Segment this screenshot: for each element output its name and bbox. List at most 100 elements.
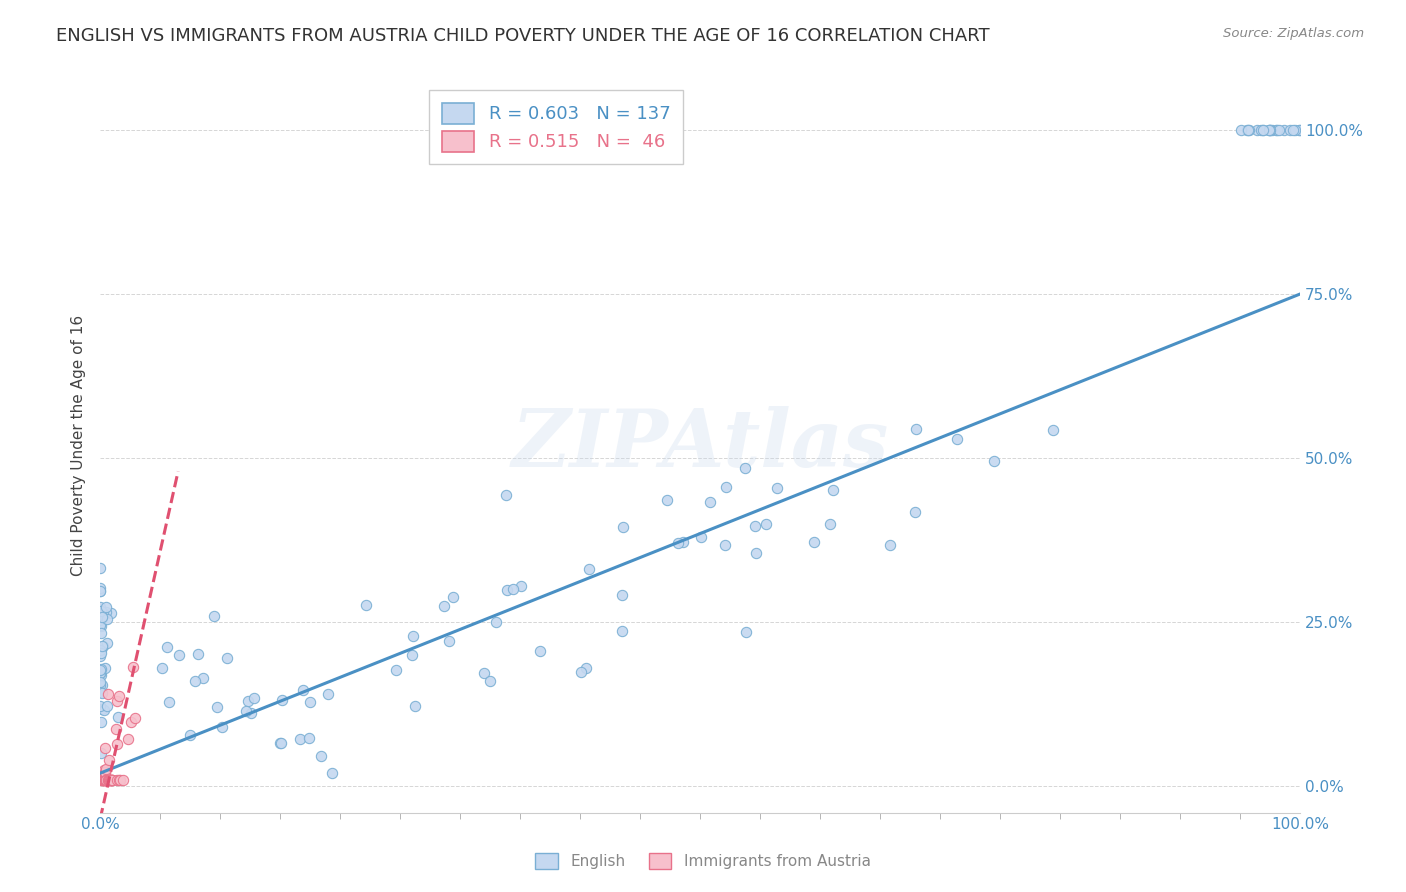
- Point: [235, 704, 257, 718]
- Point: [205, 699, 228, 714]
- Point: [89, 643, 111, 657]
- Point: [211, 720, 233, 734]
- Point: [90, 747, 112, 761]
- Point: [93, 772, 115, 787]
- Point: [666, 536, 689, 550]
- Point: [101, 772, 124, 787]
- Point: [803, 535, 825, 549]
- Point: [291, 683, 314, 698]
- Point: [96, 772, 118, 787]
- Point: [98, 772, 121, 787]
- Point: [89, 772, 111, 787]
- Point: [89, 615, 111, 630]
- Point: [91, 640, 114, 654]
- Point: [124, 711, 146, 725]
- Point: [89, 665, 111, 680]
- Point: [96, 772, 118, 787]
- Point: [90, 626, 112, 640]
- Point: [150, 660, 173, 674]
- Point: [478, 674, 501, 689]
- Point: [89, 666, 111, 681]
- Point: [93, 766, 115, 780]
- Point: [94, 765, 117, 780]
- Point: [89, 581, 111, 595]
- Point: [1284, 123, 1306, 137]
- Point: [502, 582, 524, 597]
- Point: [672, 534, 695, 549]
- Point: [90, 604, 112, 618]
- Point: [1250, 123, 1272, 137]
- Point: [89, 685, 111, 699]
- Point: [91, 611, 114, 625]
- Point: [90, 686, 112, 700]
- Point: [100, 772, 122, 787]
- Point: [89, 584, 111, 599]
- Point: [97, 772, 120, 787]
- Point: [98, 772, 121, 787]
- Legend: R = 0.603   N = 137, R = 0.515   N =  46: R = 0.603 N = 137, R = 0.515 N = 46: [429, 90, 683, 164]
- Point: [271, 693, 294, 707]
- Point: [91, 772, 114, 787]
- Point: [495, 582, 517, 597]
- Point: [1246, 123, 1268, 137]
- Point: [90, 663, 112, 677]
- Point: [108, 689, 131, 703]
- Point: [529, 644, 551, 658]
- Point: [385, 663, 408, 677]
- Point: [90, 609, 112, 624]
- Point: [179, 728, 201, 742]
- Point: [94, 741, 117, 756]
- Point: [89, 663, 111, 677]
- Point: [1260, 123, 1282, 137]
- Point: [89, 699, 111, 714]
- Point: [97, 753, 120, 767]
- Point: [433, 599, 456, 614]
- Point: [90, 610, 112, 624]
- Point: [1258, 123, 1281, 137]
- Point: [184, 673, 207, 688]
- Point: [657, 493, 679, 508]
- Point: [575, 660, 598, 674]
- Point: [904, 505, 927, 519]
- Point: [879, 538, 901, 552]
- Point: [122, 660, 145, 674]
- Y-axis label: Child Poverty Under the Age of 16: Child Poverty Under the Age of 16: [72, 314, 86, 575]
- Point: [1265, 123, 1288, 137]
- Point: [90, 619, 112, 633]
- Point: [93, 772, 115, 787]
- Point: [96, 772, 118, 787]
- Point: [105, 738, 128, 752]
- Point: [100, 772, 122, 787]
- Point: [404, 698, 426, 713]
- Text: ZIPAtlas: ZIPAtlas: [512, 406, 889, 483]
- Point: [612, 519, 634, 533]
- Point: [821, 483, 844, 497]
- Point: [299, 695, 322, 709]
- Point: [187, 648, 209, 662]
- Point: [90, 642, 112, 657]
- Point: [321, 766, 343, 780]
- Point: [217, 650, 239, 665]
- Legend: English, Immigrants from Austria: English, Immigrants from Austria: [529, 847, 877, 875]
- Point: [105, 772, 128, 787]
- Point: [1237, 123, 1260, 137]
- Point: [437, 634, 460, 648]
- Point: [1274, 123, 1296, 137]
- Point: [578, 562, 600, 576]
- Point: [167, 648, 190, 662]
- Point: [93, 772, 115, 787]
- Point: [117, 732, 139, 747]
- Point: [495, 488, 517, 502]
- Point: [191, 671, 214, 685]
- Point: [714, 538, 737, 552]
- Point: [89, 561, 111, 575]
- Point: [288, 731, 311, 746]
- Point: [734, 625, 756, 640]
- Point: [90, 714, 112, 729]
- Point: [98, 772, 121, 787]
- Point: [766, 481, 789, 495]
- Point: [96, 772, 118, 787]
- Point: [401, 629, 423, 643]
- Point: [202, 609, 225, 624]
- Point: [107, 710, 129, 724]
